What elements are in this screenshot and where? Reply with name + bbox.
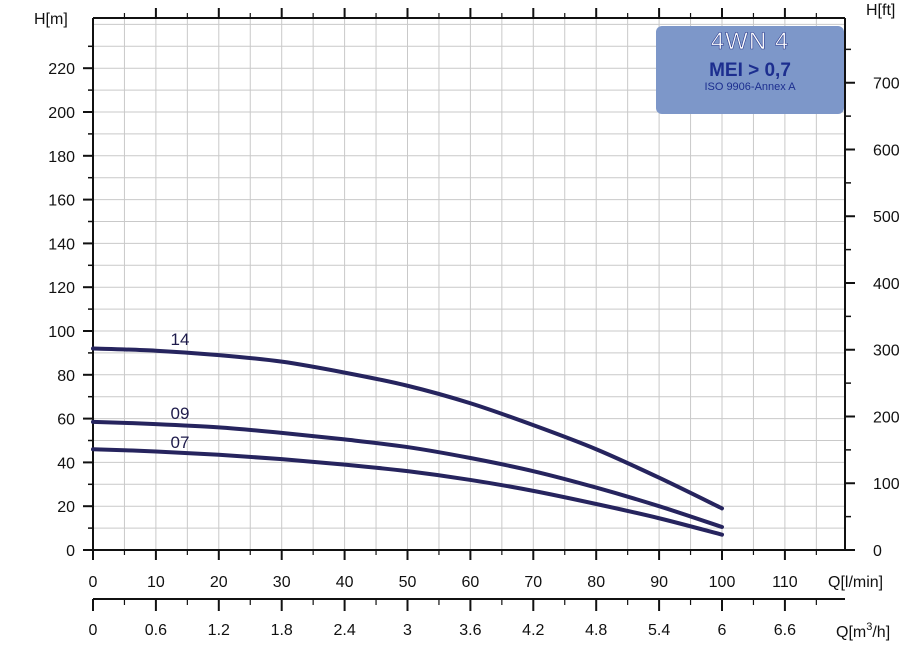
x-axis-title-m3h-prefix: Q[m (836, 624, 866, 641)
badge-model-name: 4WN 4 (710, 28, 790, 56)
x-tick-label-lmin: 20 (210, 574, 228, 591)
x-tick-label-m3h: 0.6 (145, 622, 167, 639)
y-tick-label-left: 140 (48, 236, 75, 253)
x-tick-label-lmin: 0 (89, 574, 98, 591)
y-tick-label-left: 0 (66, 543, 75, 560)
y-tick-label-left: 40 (57, 455, 75, 472)
x-axis-title-m3h: Q[m3/h] (836, 621, 890, 641)
y-tick-label-left: 120 (48, 280, 75, 297)
y-tick-label-right: 100 (873, 476, 900, 493)
x-tick-label-lmin: 110 (772, 574, 798, 591)
x-tick-label-m3h: 4.2 (522, 622, 544, 639)
curve-07 (91, 447, 724, 537)
curve-label-09: 09 (171, 404, 190, 423)
y-tick-label-right: 0 (873, 543, 882, 560)
y-tick-label-left: 220 (48, 61, 75, 78)
curve-label-14: 14 (171, 330, 190, 349)
y-tick-label-right: 400 (873, 276, 900, 293)
x-tick-label-m3h: 6.6 (774, 622, 796, 639)
y-axis-title-right: H[ft] (866, 2, 895, 19)
y-tick-label-left: 60 (57, 412, 75, 429)
y-tick-label-left: 200 (48, 105, 75, 122)
x-tick-label-lmin: 50 (399, 574, 417, 591)
badge-standard: ISO 9906-Annex A (704, 81, 796, 93)
y-tick-label-left: 80 (57, 368, 75, 385)
x-tick-label-m3h: 0 (89, 622, 98, 639)
x-tick-label-lmin: 30 (273, 574, 291, 591)
x-axis-title-m3h-suffix: /h] (872, 624, 890, 641)
x-tick-label-lmin: 70 (524, 574, 542, 591)
x-axis-title-lmin: Q[l/min] (828, 574, 883, 591)
x-tick-label-m3h: 4.8 (585, 622, 607, 639)
y-tick-label-right: 600 (873, 142, 900, 159)
x-tick-label-lmin: 90 (650, 574, 668, 591)
x-tick-label-lmin: 60 (462, 574, 480, 591)
axes (83, 8, 855, 611)
x-tick-label-m3h: 6 (718, 622, 727, 639)
x-tick-label-m3h: 3 (403, 622, 412, 639)
y-tick-label-left: 20 (57, 499, 75, 516)
y-tick-label-right: 700 (873, 76, 900, 93)
x-tick-label-m3h: 3.6 (459, 622, 481, 639)
grid (93, 18, 845, 550)
x-tick-label-lmin: 40 (336, 574, 354, 591)
tick-labels: 0204060801001201401601802002200100200300… (48, 61, 900, 639)
x-tick-label-lmin: 80 (587, 574, 605, 591)
curve-label-07: 07 (171, 433, 190, 452)
y-tick-label-left: 160 (48, 193, 75, 210)
x-tick-label-m3h: 1.8 (271, 622, 293, 639)
curve-14 (91, 346, 724, 511)
x-tick-label-lmin: 10 (147, 574, 165, 591)
y-tick-label-right: 200 (873, 409, 900, 426)
y-tick-label-left: 180 (48, 149, 75, 166)
x-axis-title-m3h-sup: 3 (866, 621, 872, 633)
y-tick-label-right: 500 (873, 209, 900, 226)
x-tick-label-m3h: 2.4 (333, 622, 355, 639)
y-axis-title-left: H[m] (34, 11, 68, 28)
y-tick-label-left: 100 (48, 324, 75, 341)
x-tick-label-m3h: 1.2 (208, 622, 230, 639)
x-tick-label-lmin: 100 (709, 574, 736, 591)
x-tick-label-m3h: 5.4 (648, 622, 670, 639)
performance-curves (91, 346, 724, 537)
model-badge: 4WN 4 MEI > 0,7 ISO 9906-Annex A (656, 26, 844, 114)
curve-09 (91, 419, 724, 530)
badge-mei: MEI > 0,7 (709, 60, 791, 81)
y-tick-label-right: 300 (873, 343, 900, 360)
